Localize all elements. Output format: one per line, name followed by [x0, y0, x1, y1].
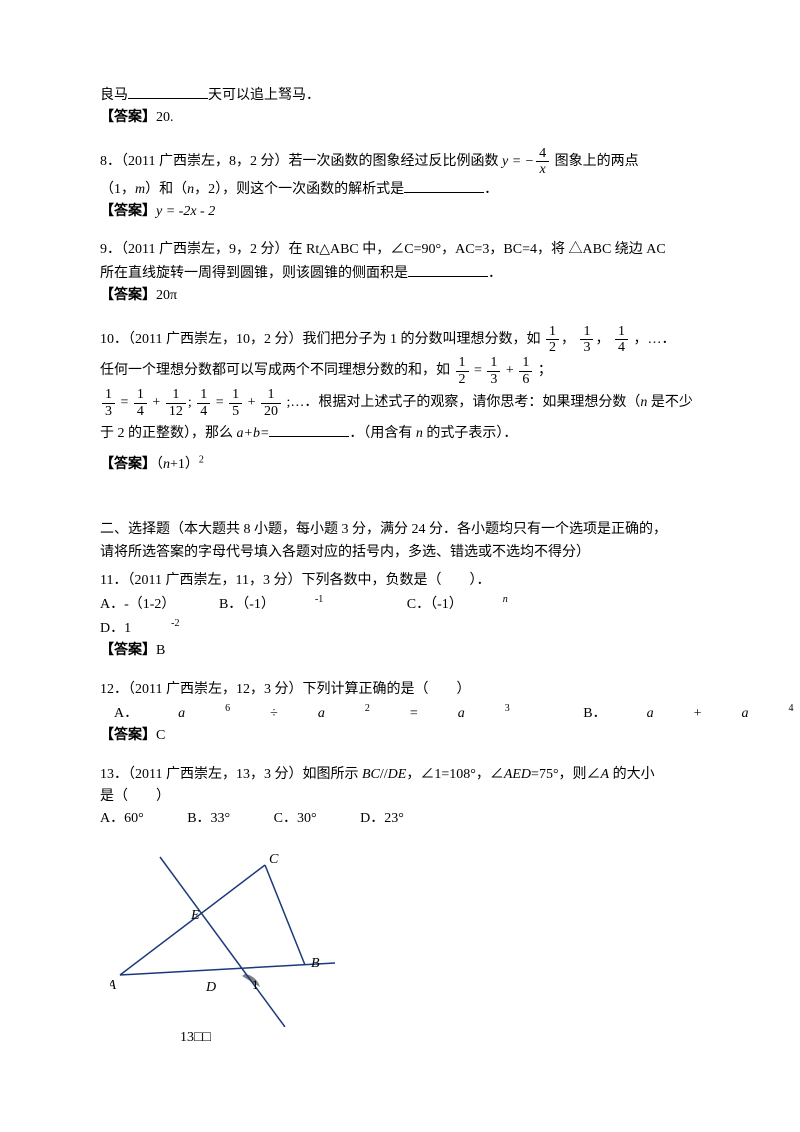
- q9-l2: 所在直线旋转一周得到圆锥，则该圆锥的侧面积是: [100, 266, 408, 281]
- q8: 8．（2011 广西崇左，8，2 分）若一次函数的图象经过反比例函数 y = −…: [100, 146, 700, 224]
- ans-label: 【答案】: [100, 288, 156, 303]
- q9-ans: 20π: [156, 288, 177, 303]
- opt-c: C．（-1）n: [407, 592, 548, 616]
- svg-text:A: A: [110, 978, 116, 993]
- q11: 11．（2011 广西崇左，11，3 分）下列各数中，负数是（ ）． A．-（1…: [100, 570, 700, 663]
- opt-b: B．a+a4=a5: [583, 701, 800, 725]
- q13: 13．（2011 广西崇左，13，3 分）如图所示 BC//DE，∠1=108°…: [100, 764, 700, 831]
- svg-text:B: B: [311, 956, 320, 971]
- q8-line: 8．（2011 广西崇左，8，2 分）若一次函数的图象经过反比例函数: [100, 154, 498, 169]
- opt-d: D．1-2: [100, 616, 219, 640]
- q8-frac: 4x: [536, 146, 549, 178]
- q7-pre: 良马: [100, 88, 128, 103]
- q11-options: A．-（1-2） B．（-1）-1 C．（-1）n D．1-2: [100, 597, 588, 636]
- ans-label: 【答案】: [100, 110, 156, 125]
- opt-b: B．（-1）-1: [219, 592, 363, 616]
- q7: 良马 天可以追上驽马． 【答案】20.: [100, 84, 700, 130]
- q10-blank: [269, 422, 349, 437]
- svg-text:1: 1: [252, 977, 259, 992]
- svg-text:D: D: [205, 980, 216, 995]
- svg-text:C: C: [269, 852, 279, 867]
- opt-c: C．30°: [274, 808, 317, 830]
- q7-blank: [128, 84, 208, 99]
- opt-a: A．60°: [100, 808, 144, 830]
- q7-ans: 20.: [156, 110, 174, 125]
- q9-l1: 9．（2011 广西崇左，9，2 分）在 Rt△ABC 中，∠C=90°，AC=…: [100, 242, 666, 257]
- q13-diagram: A B C D E 1 13□□: [110, 847, 700, 1049]
- ans-label: 【答案】: [100, 728, 156, 743]
- opt-d: D．23°: [360, 808, 404, 830]
- q12-options: A．a6÷a2=a3 B．a+a4=a5 C．（ab3）2=a2b6 D．a-（…: [100, 706, 800, 721]
- ans-label: 【答案】: [100, 204, 156, 219]
- ans-label: 【答案】: [100, 457, 156, 472]
- q8-blank: [404, 178, 484, 193]
- opt-a: A．-（1-2）: [100, 594, 175, 616]
- q8-line-end: 图象上的两点: [555, 154, 639, 169]
- q12: 12．（2011 广西崇左，12，3 分）下列计算正确的是（ ） A．a6÷a2…: [100, 679, 700, 748]
- q13-options: A．60° B．33° C．30° D．23°: [100, 811, 444, 826]
- opt-b: B．33°: [187, 808, 230, 830]
- q7-post: 天可以追上驽马．: [208, 88, 320, 103]
- q9: 9．（2011 广西崇左，9，2 分）在 Rt△ABC 中，∠C=90°，AC=…: [100, 239, 700, 307]
- diagram-caption: 13□□: [180, 1027, 700, 1049]
- svg-text:E: E: [190, 908, 200, 923]
- q9-blank: [408, 262, 488, 277]
- geometry-diagram: A B C D E 1: [110, 847, 350, 1027]
- q10: 10．（2011 广西崇左，10，2 分）我们把分子为 1 的分数叫理想分数，如…: [100, 324, 700, 481]
- opt-a: A．a6÷a2=a3: [100, 701, 550, 725]
- section2-heading: 二、选择题（本大题共 8 小题，每小题 3 分，满分 24 分．各小题均只有一个…: [100, 519, 700, 564]
- ans-label: 【答案】: [100, 643, 156, 658]
- q8-ans: y = -2x - 2: [156, 204, 215, 219]
- q8-eq-lhs: y = −: [502, 154, 534, 169]
